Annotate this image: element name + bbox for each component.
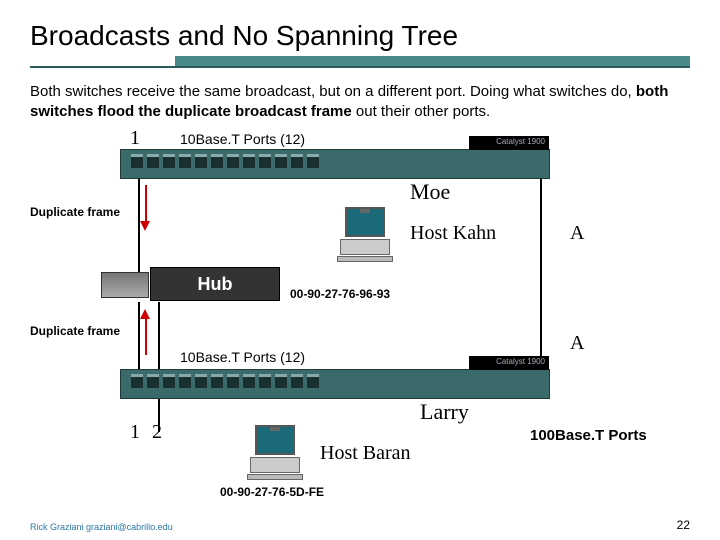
dup-arrow-1-head xyxy=(140,221,150,231)
mac-kahn: 00-90-27-76-96-93 xyxy=(290,287,390,301)
switch-ports-top xyxy=(131,154,319,168)
moe-label: Moe xyxy=(410,179,450,205)
switch-ports-bottom xyxy=(131,374,319,388)
body-text: Both switches receive the same broadcast… xyxy=(30,82,690,121)
mac-baran: 00-90-27-76-5D-FE xyxy=(220,485,324,499)
host-baran-icon xyxy=(240,425,310,481)
title-rule xyxy=(30,56,690,68)
dup-arrow-2-line xyxy=(145,319,147,355)
port-1-label-bottom: 1 xyxy=(130,421,140,444)
larry-label: Larry xyxy=(420,399,469,425)
page-title: Broadcasts and No Spanning Tree xyxy=(30,20,690,52)
dup-arrow-2-head xyxy=(140,309,150,319)
port-1-label-top: 1 xyxy=(130,127,140,150)
host-baran-label: Host Baran xyxy=(320,442,411,465)
link-moe-right xyxy=(540,179,542,277)
diagram: 1 10Base.T Ports (12) Catalyst 1900 Moe … xyxy=(30,127,690,507)
switch-moe: Catalyst 1900 xyxy=(120,149,550,179)
dup-label-1: Duplicate frame xyxy=(30,205,120,219)
catalyst-badge-top: Catalyst 1900 xyxy=(469,136,549,150)
body-line1a: Both switches receive the same broadcast… xyxy=(30,83,636,100)
switch-larry: Catalyst 1900 xyxy=(120,369,550,399)
ports100-label: 100Base.T Ports xyxy=(530,427,647,444)
body-line1c: out their other ports. xyxy=(352,103,490,120)
link-hub-larry-2 xyxy=(158,302,160,432)
footer-right: 22 xyxy=(677,518,690,532)
dup-arrow-1-line xyxy=(145,185,147,221)
footer-left: Rick Graziani graziani@cabrillo.edu xyxy=(30,522,173,532)
link-hub-larry-1 xyxy=(138,302,140,370)
ports-title-bottom: 10Base.T Ports (12) xyxy=(180,349,305,365)
catalyst-badge-bottom: Catalyst 1900 xyxy=(469,356,549,370)
host-kahn-icon xyxy=(330,207,400,263)
hub-box: Hub xyxy=(150,267,280,301)
host-kahn-label: Host Kahn xyxy=(410,222,496,245)
a-label-bottom: A xyxy=(570,332,584,355)
a-label-top: A xyxy=(570,222,584,245)
hub-label: Hub xyxy=(198,274,233,295)
dup-label-2: Duplicate frame xyxy=(30,324,120,338)
port-2-label-bottom: 2 xyxy=(152,421,162,444)
ports-title-top: 10Base.T Ports (12) xyxy=(180,131,305,147)
